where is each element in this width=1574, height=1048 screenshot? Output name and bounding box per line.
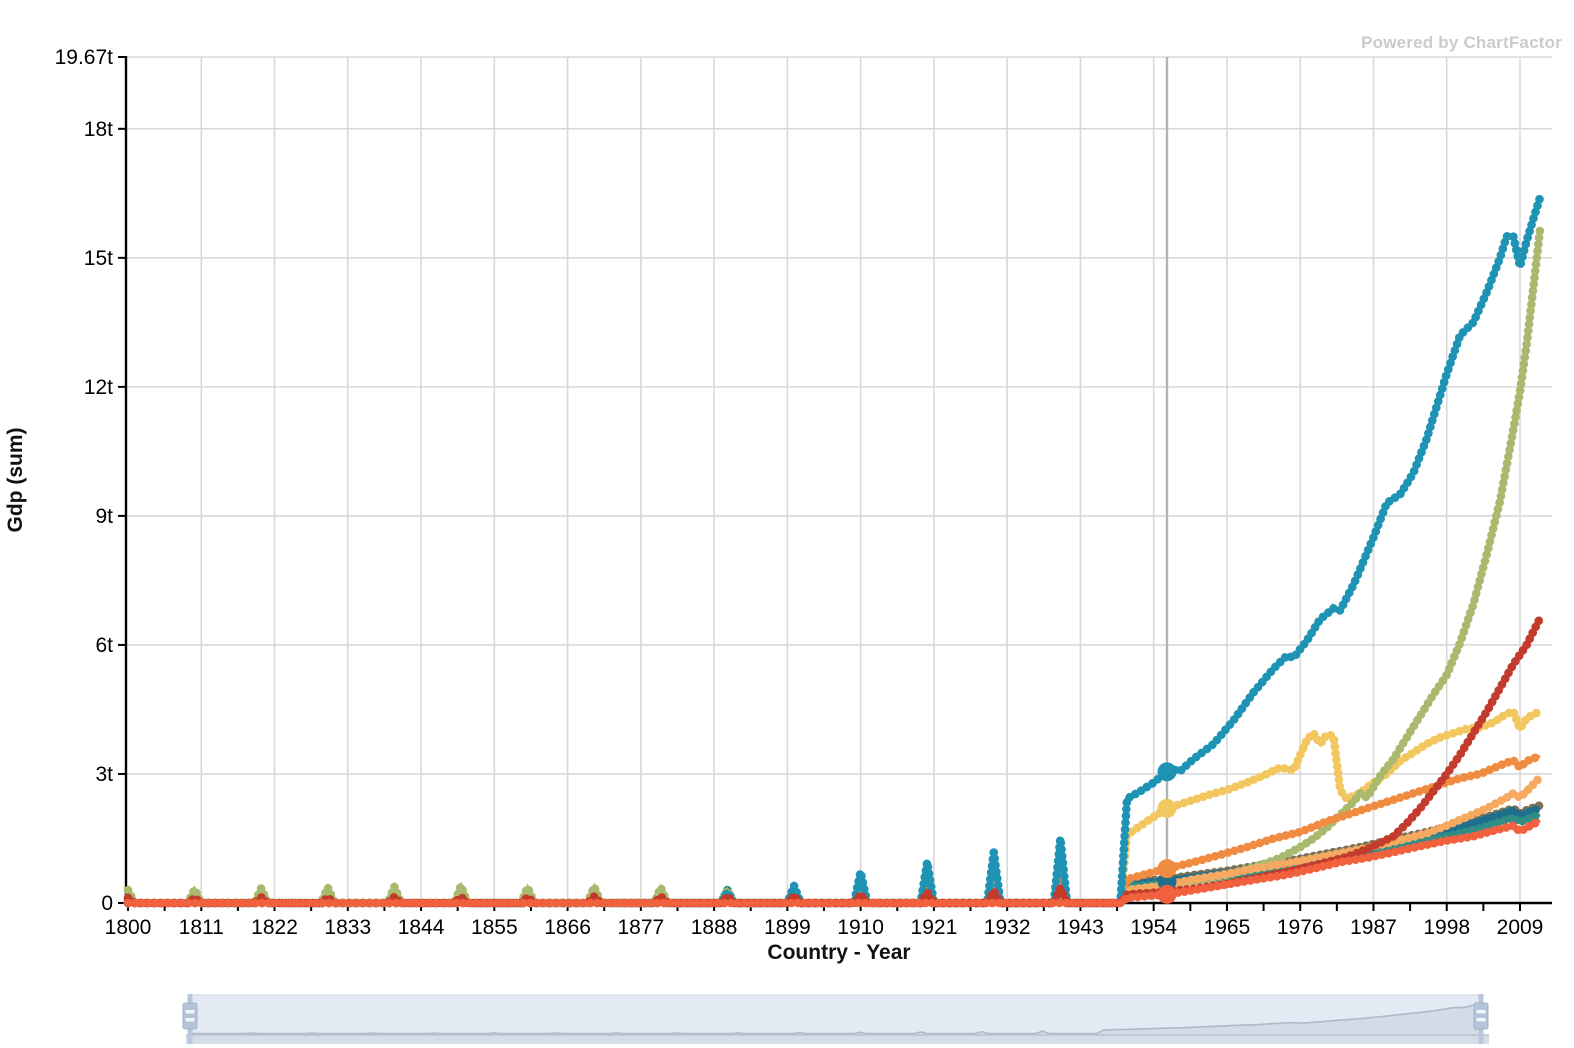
- x-tick-label: 1888: [691, 916, 738, 939]
- y-tick-label: 18t: [84, 118, 113, 141]
- x-tick-label: 1855: [471, 916, 518, 939]
- series-markers-green[interactable]: [123, 225, 1545, 908]
- slider-handle-right[interactable]: [1473, 994, 1489, 1044]
- x-tick-label: 1987: [1350, 916, 1397, 939]
- y-tick-label: 0: [101, 892, 113, 915]
- x-tick-label: 1921: [911, 916, 958, 939]
- slider-spark-area: [190, 1003, 1481, 1035]
- series-markers-red[interactable]: [123, 614, 1545, 908]
- series-markers-yellow[interactable]: [123, 705, 1545, 908]
- x-tick-label: 1822: [251, 916, 298, 939]
- slider-handle-left-grip-line: [185, 1010, 195, 1014]
- x-tick-label: 1844: [398, 916, 445, 939]
- series-line-green[interactable]: [126, 229, 1542, 905]
- series-markers-light-orange[interactable]: [123, 773, 1545, 908]
- y-axis-title: Gdp (sum): [4, 427, 27, 533]
- x-tick-label: 1899: [764, 916, 811, 939]
- series-light-orange: [123, 773, 1545, 908]
- y-tick-label: 19.67t: [55, 46, 114, 69]
- series-line-yellow[interactable]: [128, 708, 1541, 905]
- series-blue: [123, 193, 1545, 908]
- axes: 0 3t 6t 9t 12t 15t 18t 19.67t 1800 1811 1822 1833 18…: [55, 46, 1552, 939]
- x-tick-label: 1965: [1204, 916, 1251, 939]
- highlight-point-yellow[interactable]: [1157, 798, 1177, 818]
- highlight-points: [1157, 762, 1177, 904]
- slider-handle-left-grip[interactable]: [182, 1002, 198, 1030]
- slider-handle-right-grip-line: [1476, 1018, 1486, 1022]
- series-markers-blue[interactable]: [123, 193, 1545, 908]
- slider-handle-right-grip-line: [1476, 1010, 1486, 1014]
- series-group: [123, 193, 1545, 908]
- series-red: [123, 614, 1545, 908]
- y-tick-label: 6t: [95, 634, 113, 657]
- highlight-point-blue[interactable]: [1157, 762, 1177, 782]
- series-line-blue[interactable]: [128, 197, 1542, 905]
- slider-handle-left-grip-line: [185, 1018, 195, 1022]
- slider-handle-left[interactable]: [182, 994, 198, 1044]
- y-tick-label: 12t: [84, 376, 113, 399]
- chartfactor-watermark: Powered by ChartFactor: [1361, 33, 1562, 52]
- y-tick-label: 9t: [95, 505, 113, 528]
- range-slider: [182, 994, 1489, 1044]
- x-tick-label: 1976: [1277, 916, 1324, 939]
- y-tick-label: 3t: [95, 763, 113, 786]
- y-tick-label: 15t: [84, 247, 113, 270]
- x-tick-label: 1877: [617, 916, 664, 939]
- x-tick-label: 1910: [837, 916, 884, 939]
- x-tick-label: 1998: [1423, 916, 1470, 939]
- x-tick-label: 1800: [105, 916, 152, 939]
- highlight-point-orange[interactable]: [1157, 859, 1177, 879]
- x-tick-label: 1833: [324, 916, 371, 939]
- x-tick-label: 1954: [1130, 916, 1177, 939]
- x-tick-label: 1866: [544, 916, 591, 939]
- x-tick-label: 1811: [179, 916, 224, 939]
- series-yellow: [123, 705, 1545, 908]
- x-tick-label: 1943: [1057, 916, 1104, 939]
- series-markers-tomato[interactable]: [123, 816, 1545, 908]
- x-tick-label: 2009: [1497, 916, 1544, 939]
- series-line-light-orange[interactable]: [128, 776, 1542, 905]
- slider-spark-line: [189, 1002, 1482, 1035]
- series-green: [123, 225, 1545, 908]
- x-axis-title: Country - Year: [767, 941, 911, 964]
- x-tick-label: 1932: [984, 916, 1031, 939]
- slider-handle-right-grip[interactable]: [1473, 1002, 1489, 1030]
- series-tomato: [123, 816, 1545, 908]
- highlight-point-tomato[interactable]: [1157, 884, 1177, 904]
- slider-bottom-band: [186, 1035, 1489, 1044]
